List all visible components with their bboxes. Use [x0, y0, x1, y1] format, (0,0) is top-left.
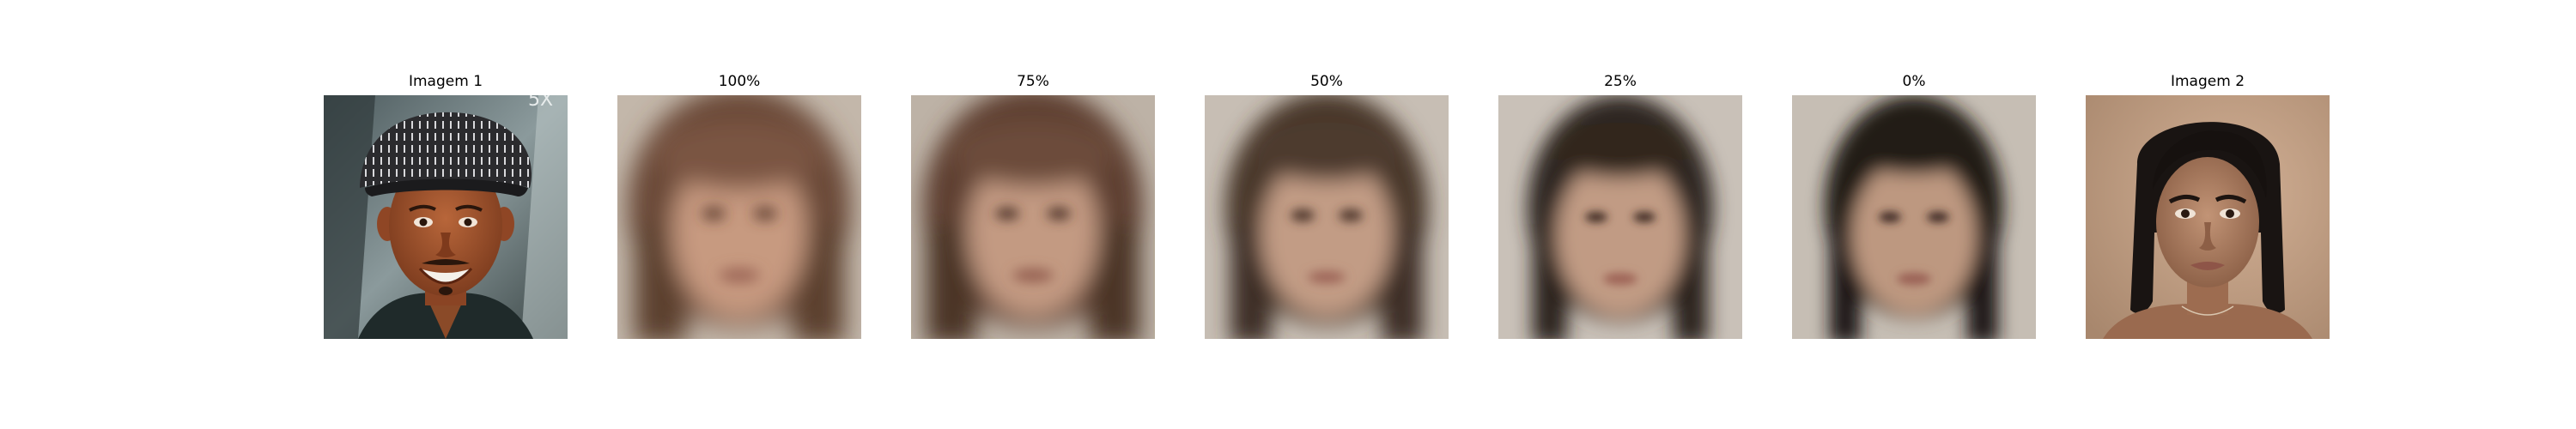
- panel-title: 0%: [1902, 73, 1926, 90]
- blurred-face-50: [1205, 95, 1449, 339]
- image-blend-100: [617, 95, 861, 339]
- panel-blend-50: 50%: [1205, 0, 1449, 429]
- svg-text:5X: 5X: [528, 95, 553, 111]
- panel-title: 25%: [1604, 73, 1637, 90]
- panel-title: 100%: [718, 73, 761, 90]
- panel-blend-25: 25%: [1498, 0, 1742, 429]
- panel-title: Imagem 1: [408, 73, 483, 90]
- image-blend-25: [1498, 95, 1742, 339]
- panel-imagem-1: Imagem 1 5X: [324, 0, 568, 429]
- blurred-face-0: [1792, 95, 2036, 339]
- panel-title: 50%: [1310, 73, 1343, 90]
- image-blend-75: [911, 95, 1155, 339]
- woman-photo: [2086, 95, 2330, 339]
- blurred-face-75: [911, 95, 1155, 339]
- blurred-face-25: [1498, 95, 1742, 339]
- image-blend-50: [1205, 95, 1449, 339]
- image-blend-0: [1792, 95, 2036, 339]
- man-photo: 5X: [324, 95, 568, 339]
- panel-blend-0: 0%: [1792, 0, 2036, 429]
- image-imagem-2: [2086, 95, 2330, 339]
- panel-title: 75%: [1017, 73, 1049, 90]
- image-imagem-1: 5X: [324, 95, 568, 339]
- panel-blend-100: 100%: [617, 0, 861, 429]
- blurred-face-100: [617, 95, 861, 339]
- panel-blend-75: 75%: [911, 0, 1155, 429]
- panel-title: Imagem 2: [2170, 73, 2245, 90]
- panel-imagem-2: Imagem 2: [2086, 0, 2330, 429]
